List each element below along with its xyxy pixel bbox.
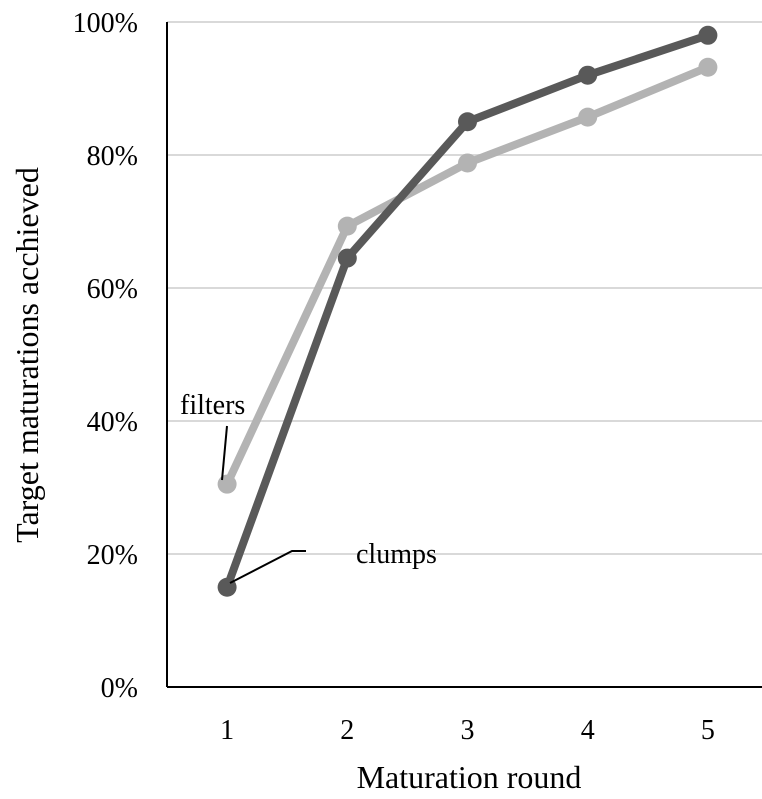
filters-point [698,57,718,77]
y-tick-label: 0% [101,673,138,704]
clumps-point [337,248,357,268]
clumps-point [578,65,598,85]
series-filters [217,57,718,494]
y-tick-label: 40% [87,407,138,438]
y-tick-label: 60% [87,274,138,305]
y-tick-label: 80% [87,141,138,172]
x-tick-label: 3 [461,715,475,746]
axes [166,22,762,688]
filters-point [458,153,477,173]
x-tick-label: 2 [340,715,354,746]
x-tick-labels: 1 2 3 4 5 [220,715,715,746]
y-tick-label: 20% [87,540,138,571]
filters-point [578,107,598,127]
clumps-point [458,112,477,132]
x-tick-label: 1 [220,715,234,746]
series-lines [217,25,718,597]
series-clumps [217,25,718,597]
y-tick-label: 100% [73,8,138,39]
clumps-leader-line [229,550,306,584]
filters-leader-line [221,425,228,481]
x-axis-title: Maturation round [357,759,582,795]
x-tick-label: 5 [701,715,715,746]
y-tick-labels: 0% 20% 40% 60% 80% 100% [73,8,138,704]
gridlines [167,21,762,555]
x-tick-label: 4 [581,715,595,746]
filters-point [337,216,357,236]
y-axis-title: Target maturations acchieved [9,167,45,543]
clumps-annotation: clumps [356,539,437,570]
filters-annotation: filters [180,390,245,421]
annotations: filters clumps [180,390,437,584]
clumps-point [698,25,718,45]
filters-point [217,474,237,494]
